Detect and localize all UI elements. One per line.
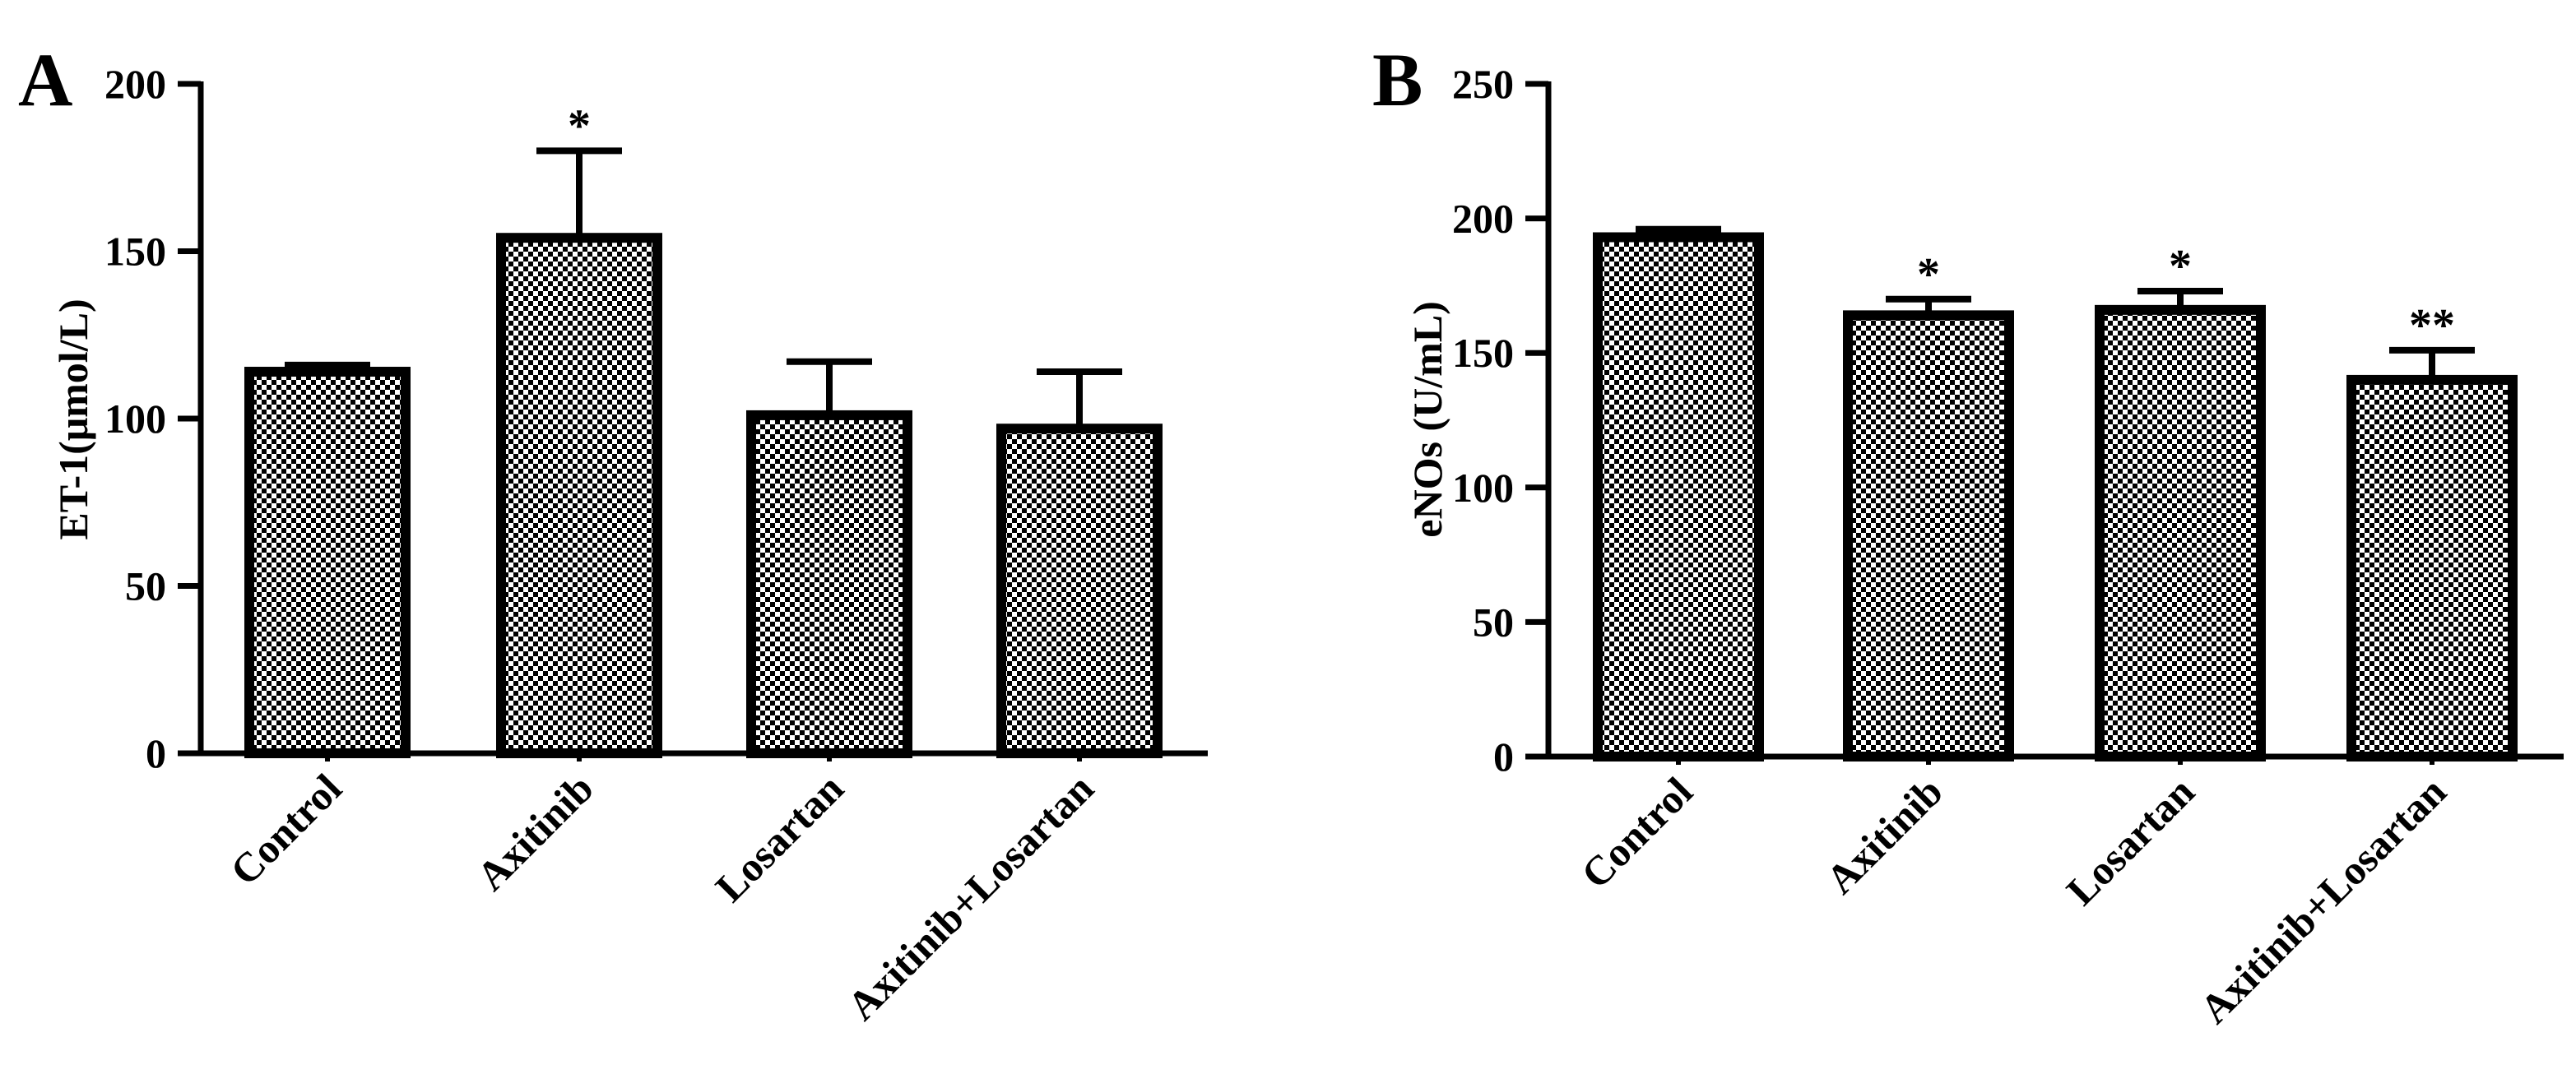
x-tick-label-b-1: Axitinib bbox=[1817, 768, 1951, 902]
panel-label-b: B bbox=[1372, 38, 1423, 122]
y-tick-label-a-2: 100 bbox=[104, 396, 166, 442]
y-tick-label-a-3: 150 bbox=[104, 229, 166, 275]
y-tick-label-a-0: 0 bbox=[146, 730, 166, 776]
panel-a: A ET-1(μmol/L) Control * Axitinib LosartanA… bbox=[18, 38, 1208, 1029]
y-axis-label-a: ET-1(μmol/L) bbox=[50, 299, 96, 539]
significance-mark-b-3: ** bbox=[2409, 300, 2455, 351]
y-tick-label-b-4: 200 bbox=[1452, 196, 1514, 242]
x-tick-label-a-2: Losartan bbox=[707, 765, 852, 910]
y-tick-label-b-0: 0 bbox=[1493, 734, 1514, 780]
panel-b: B eNOs (U/mL) Control * Axitinib * Losartan *… bbox=[1372, 38, 2564, 1032]
y-tick-label-a-1: 50 bbox=[125, 563, 166, 609]
y-tick-label-b-2: 100 bbox=[1452, 465, 1514, 511]
significance-mark-a-1: * bbox=[568, 100, 591, 151]
bar-a-3 bbox=[996, 424, 1163, 759]
significance-mark-b-1: * bbox=[1917, 249, 1940, 300]
x-tick-label-b-3: Axitinib+Losartan bbox=[2191, 768, 2455, 1032]
bar-a-1 bbox=[496, 233, 662, 759]
significance-mark-b-2: * bbox=[2169, 241, 2192, 292]
bar-b-3 bbox=[2346, 374, 2518, 762]
x-tick-label-a-1: Axitinib bbox=[467, 765, 601, 899]
y-tick-label-b-3: 150 bbox=[1452, 330, 1514, 376]
y-tick-label-b-5: 250 bbox=[1452, 61, 1514, 107]
bar-b-0 bbox=[1593, 232, 1764, 762]
panel-label-a: A bbox=[18, 38, 72, 122]
x-tick-label-a-0: Control bbox=[221, 765, 350, 894]
x-tick-label-b-0: Control bbox=[1572, 768, 1701, 897]
y-tick-label-a-4: 200 bbox=[104, 61, 166, 107]
bar-a-0 bbox=[244, 367, 411, 758]
y-axis-label-b: eNOs (U/mL) bbox=[1404, 301, 1450, 537]
x-tick-label-a-3: Axitinib+Losartan bbox=[838, 765, 1102, 1029]
bar-b-2 bbox=[2095, 304, 2266, 762]
x-tick-label-b-2: Losartan bbox=[2058, 768, 2203, 914]
y-tick-label-b-1: 50 bbox=[1473, 599, 1514, 645]
bar-b-1 bbox=[1843, 310, 2014, 762]
bar-a-2 bbox=[746, 410, 912, 758]
